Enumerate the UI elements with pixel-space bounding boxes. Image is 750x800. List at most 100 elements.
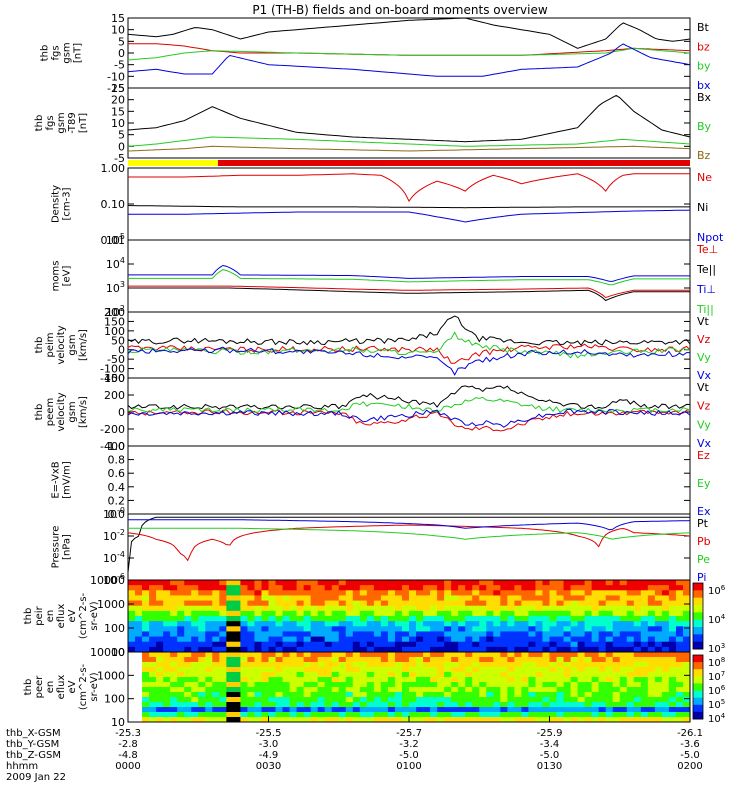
heatmap-cell — [128, 631, 136, 638]
heatmap-cell — [359, 692, 368, 698]
heatmap-cell — [191, 585, 199, 591]
heatmap-cell — [451, 590, 459, 596]
heatmap-cell — [486, 580, 494, 586]
heatmap-cell — [387, 590, 396, 596]
y-tick-label: 10 — [111, 646, 125, 659]
heatmap-cell — [535, 687, 543, 693]
heatmap-cell — [142, 657, 150, 663]
heatmap-cell — [205, 712, 213, 718]
heatmap-cell — [535, 662, 543, 668]
heatmap-cell — [282, 631, 291, 638]
legend-label: Te|| — [696, 263, 716, 276]
heatmap-cell — [577, 662, 586, 668]
heatmap-cell — [647, 667, 656, 673]
heatmap-cell — [472, 585, 480, 591]
heatmap-cell — [535, 590, 543, 596]
heatmap-cell — [380, 621, 389, 627]
y-axis-label: thb fgs gsm [nT] — [40, 42, 84, 63]
heatmap-cell — [135, 692, 143, 698]
heatmap-cell — [675, 677, 684, 683]
heatmap-cell — [135, 590, 143, 596]
heatmap-cell — [444, 641, 452, 648]
heatmap-cell — [345, 605, 354, 612]
heatmap-cell — [296, 621, 305, 627]
heatmap-cell — [647, 621, 656, 627]
heatmap-cell — [521, 580, 529, 586]
heatmap-cell — [647, 610, 656, 617]
heatmap-cell — [177, 667, 185, 673]
heatmap-cell — [261, 585, 270, 591]
heatmap-cell — [310, 626, 319, 632]
heatmap-cell — [640, 682, 649, 688]
heatmap-cell — [661, 682, 670, 688]
heatmap-cell — [458, 595, 466, 602]
heatmap-cell — [352, 707, 361, 713]
y-tick-label: -200 — [100, 423, 125, 436]
heatmap-cell — [633, 682, 642, 688]
heatmap-cell — [380, 595, 389, 602]
heatmap-cell — [605, 580, 614, 586]
heatmap-cell — [254, 616, 262, 622]
heatmap-cell — [394, 652, 403, 658]
heatmap-cell — [633, 641, 642, 648]
heatmap-cell — [668, 662, 677, 668]
heatmap-cell — [647, 697, 656, 703]
y-tick-label: 1.0 — [108, 440, 126, 453]
heatmap-cell — [675, 595, 684, 602]
heatmap-cell — [268, 677, 277, 683]
heatmap-cell — [177, 636, 185, 643]
heatmap-cell — [156, 580, 164, 586]
heatmap-cell — [212, 692, 220, 698]
heatmap-cell — [444, 692, 452, 698]
heatmap-cell — [521, 662, 529, 668]
heatmap-cell — [598, 697, 607, 703]
heatmap-cell — [142, 702, 150, 708]
heatmap-cell — [626, 662, 635, 668]
heatmap-cell — [261, 631, 270, 638]
heatmap-cell — [458, 712, 466, 718]
heatmap-cell — [514, 712, 522, 718]
heatmap-cell — [261, 682, 270, 688]
heatmap-cell — [647, 682, 656, 688]
x-tick-label: -3.6 — [680, 739, 700, 750]
heatmap-cell — [437, 697, 445, 703]
heatmap-cell — [535, 646, 543, 653]
heatmap-cell — [682, 585, 691, 591]
heatmap-cell — [135, 631, 143, 638]
heatmap-cell — [570, 590, 579, 596]
heatmap-cell — [633, 672, 642, 678]
heatmap-cell — [528, 687, 536, 693]
heatmap-cell — [240, 626, 248, 632]
heatmap-cell — [472, 677, 480, 683]
heatmap-cell — [359, 585, 368, 591]
heatmap-cell — [493, 662, 501, 668]
heatmap-cell — [675, 657, 684, 663]
y-axis-label-line: en — [45, 610, 56, 623]
heatmap-cell — [240, 590, 248, 596]
heatmap-cell — [675, 707, 684, 713]
heatmap-cell — [331, 657, 340, 663]
x-tick-label: -25.5 — [256, 728, 282, 739]
heatmap-cell — [528, 580, 536, 586]
heatmap-cell — [682, 595, 691, 602]
heatmap-cell — [654, 641, 663, 648]
heatmap-cell — [191, 672, 199, 678]
heatmap-cell — [296, 697, 305, 703]
heatmap-cell — [458, 610, 466, 617]
heatmap-cell — [591, 600, 600, 607]
heatmap-cell — [247, 641, 255, 648]
heatmap-cell — [612, 621, 621, 627]
heatmap-cell — [387, 605, 396, 612]
heatmap-cell — [317, 626, 326, 632]
heatmap-cell — [254, 631, 262, 638]
heatmap-cell — [584, 677, 593, 683]
heatmap-cell — [303, 667, 312, 673]
series-line-Te⊥ — [128, 285, 690, 299]
heatmap-cell — [556, 667, 565, 673]
heatmap-cell — [493, 646, 501, 653]
heatmap-cell — [640, 631, 649, 638]
heatmap-cell — [570, 662, 579, 668]
heatmap-cell — [521, 712, 529, 718]
heatmap-cell — [528, 610, 536, 617]
heatmap-cell — [633, 605, 642, 612]
